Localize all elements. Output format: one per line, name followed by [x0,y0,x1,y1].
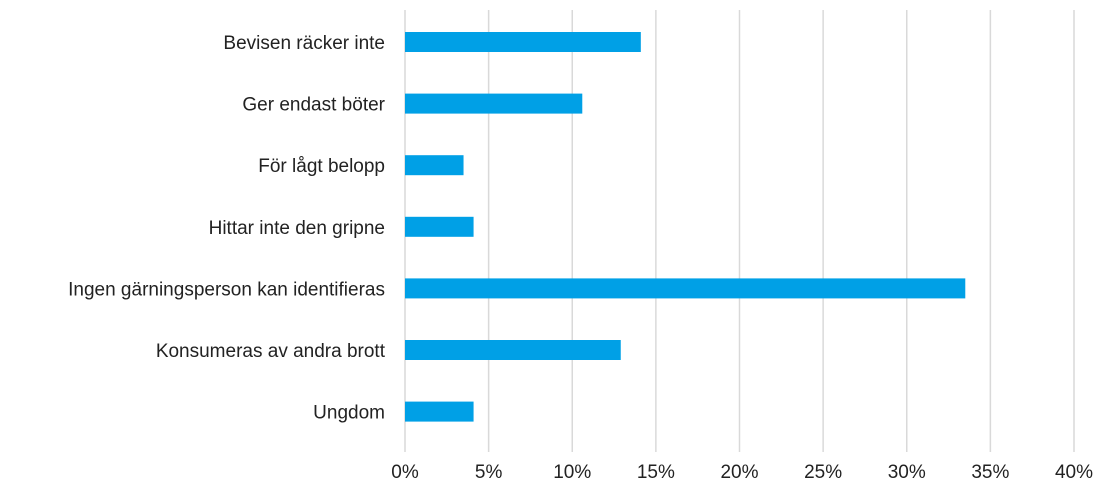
category-label: Ungdom [313,403,385,424]
x-tick-label: 30% [888,462,926,483]
bar [405,401,474,422]
gridlines [404,10,1075,452]
bar [405,32,641,52]
bar [405,155,464,176]
bar [405,93,583,114]
category-label: Hittar inte den gripne [209,218,385,239]
x-tick-label: 15% [637,462,675,483]
bars [405,32,966,422]
x-tick-label: 10% [553,462,591,483]
category-label: Ger endast böter [242,95,385,116]
category-label: Konsumeras av andra brott [156,341,386,362]
x-axis-tick-labels: 0% 5% 10% 15% 20% 25% 30% 35% 40% [391,462,1093,483]
category-label: För lågt belopp [258,156,385,177]
x-tick-label: 20% [720,462,758,483]
category-label: Bevisen räcker inte [223,33,385,54]
x-tick-label: 40% [1055,462,1093,483]
x-tick-label: 0% [391,462,419,483]
x-tick-label: 5% [475,462,503,483]
category-labels: Bevisen räcker inte Ger endast böter För l… [68,33,386,424]
x-tick-label: 25% [804,462,842,483]
category-label: Ingen gärningsperson kan identifieras [68,279,385,300]
bar [405,216,474,237]
bar [405,340,621,360]
bar [405,278,966,299]
x-tick-label: 35% [971,462,1009,483]
